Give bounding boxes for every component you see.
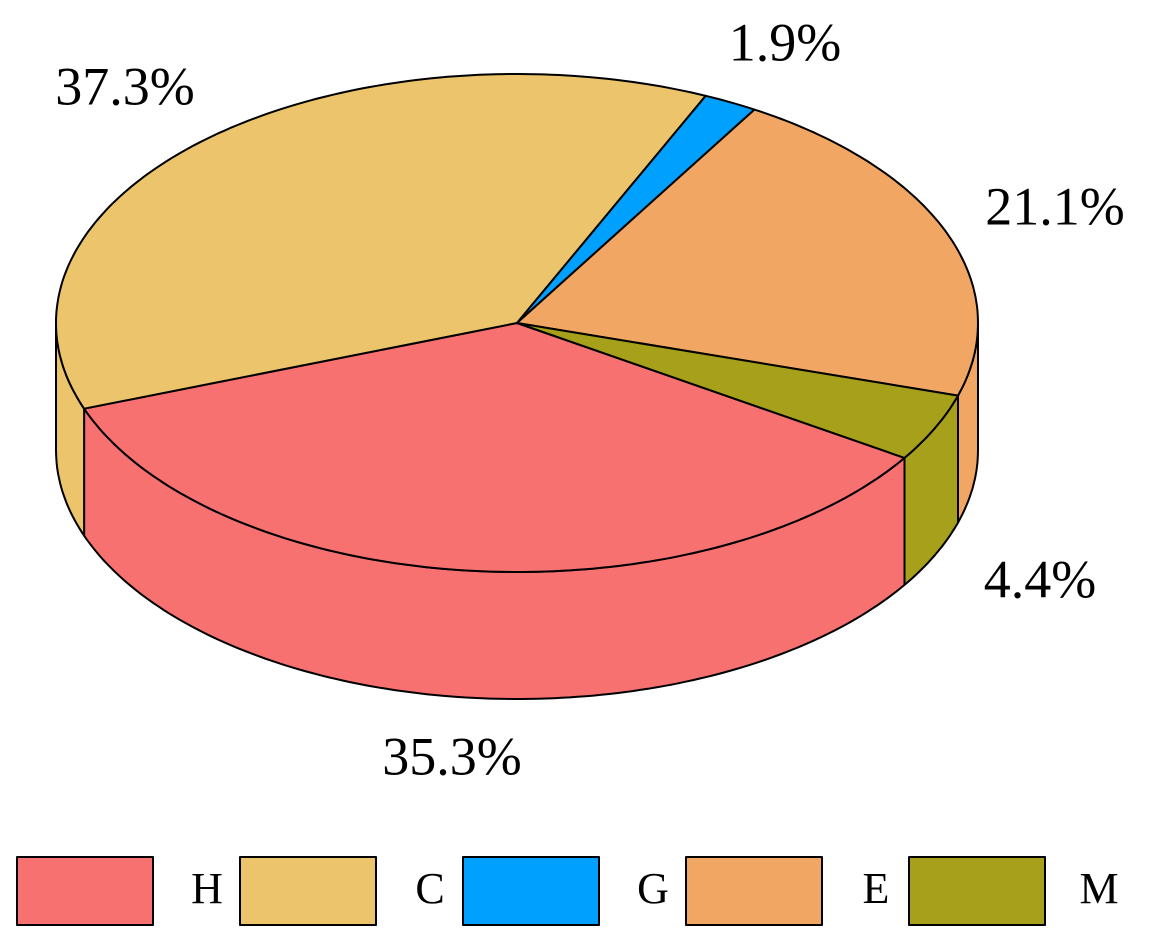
legend-label: E: [863, 864, 890, 913]
legend-label: M: [1079, 864, 1118, 913]
legend-swatch: [685, 856, 823, 926]
legend-swatch: [462, 856, 600, 926]
legend-swatch: [16, 856, 154, 926]
slice: [516, 94, 756, 324]
value-label: 37.3%: [55, 56, 194, 116]
slice: [516, 322, 959, 459]
slice: [83, 322, 906, 573]
legend-label: G: [637, 864, 669, 913]
legend-label: H: [191, 864, 223, 913]
legend-swatch: [239, 856, 377, 926]
value-label: 1.9%: [729, 12, 841, 72]
slice: [55, 73, 707, 410]
legend-label: C: [415, 864, 444, 913]
value-label: 21.1%: [985, 176, 1124, 236]
slice: [516, 108, 979, 397]
legend-swatch: [908, 856, 1046, 926]
value-label: 4.4%: [984, 549, 1096, 609]
value-label: 35.3%: [382, 726, 521, 786]
